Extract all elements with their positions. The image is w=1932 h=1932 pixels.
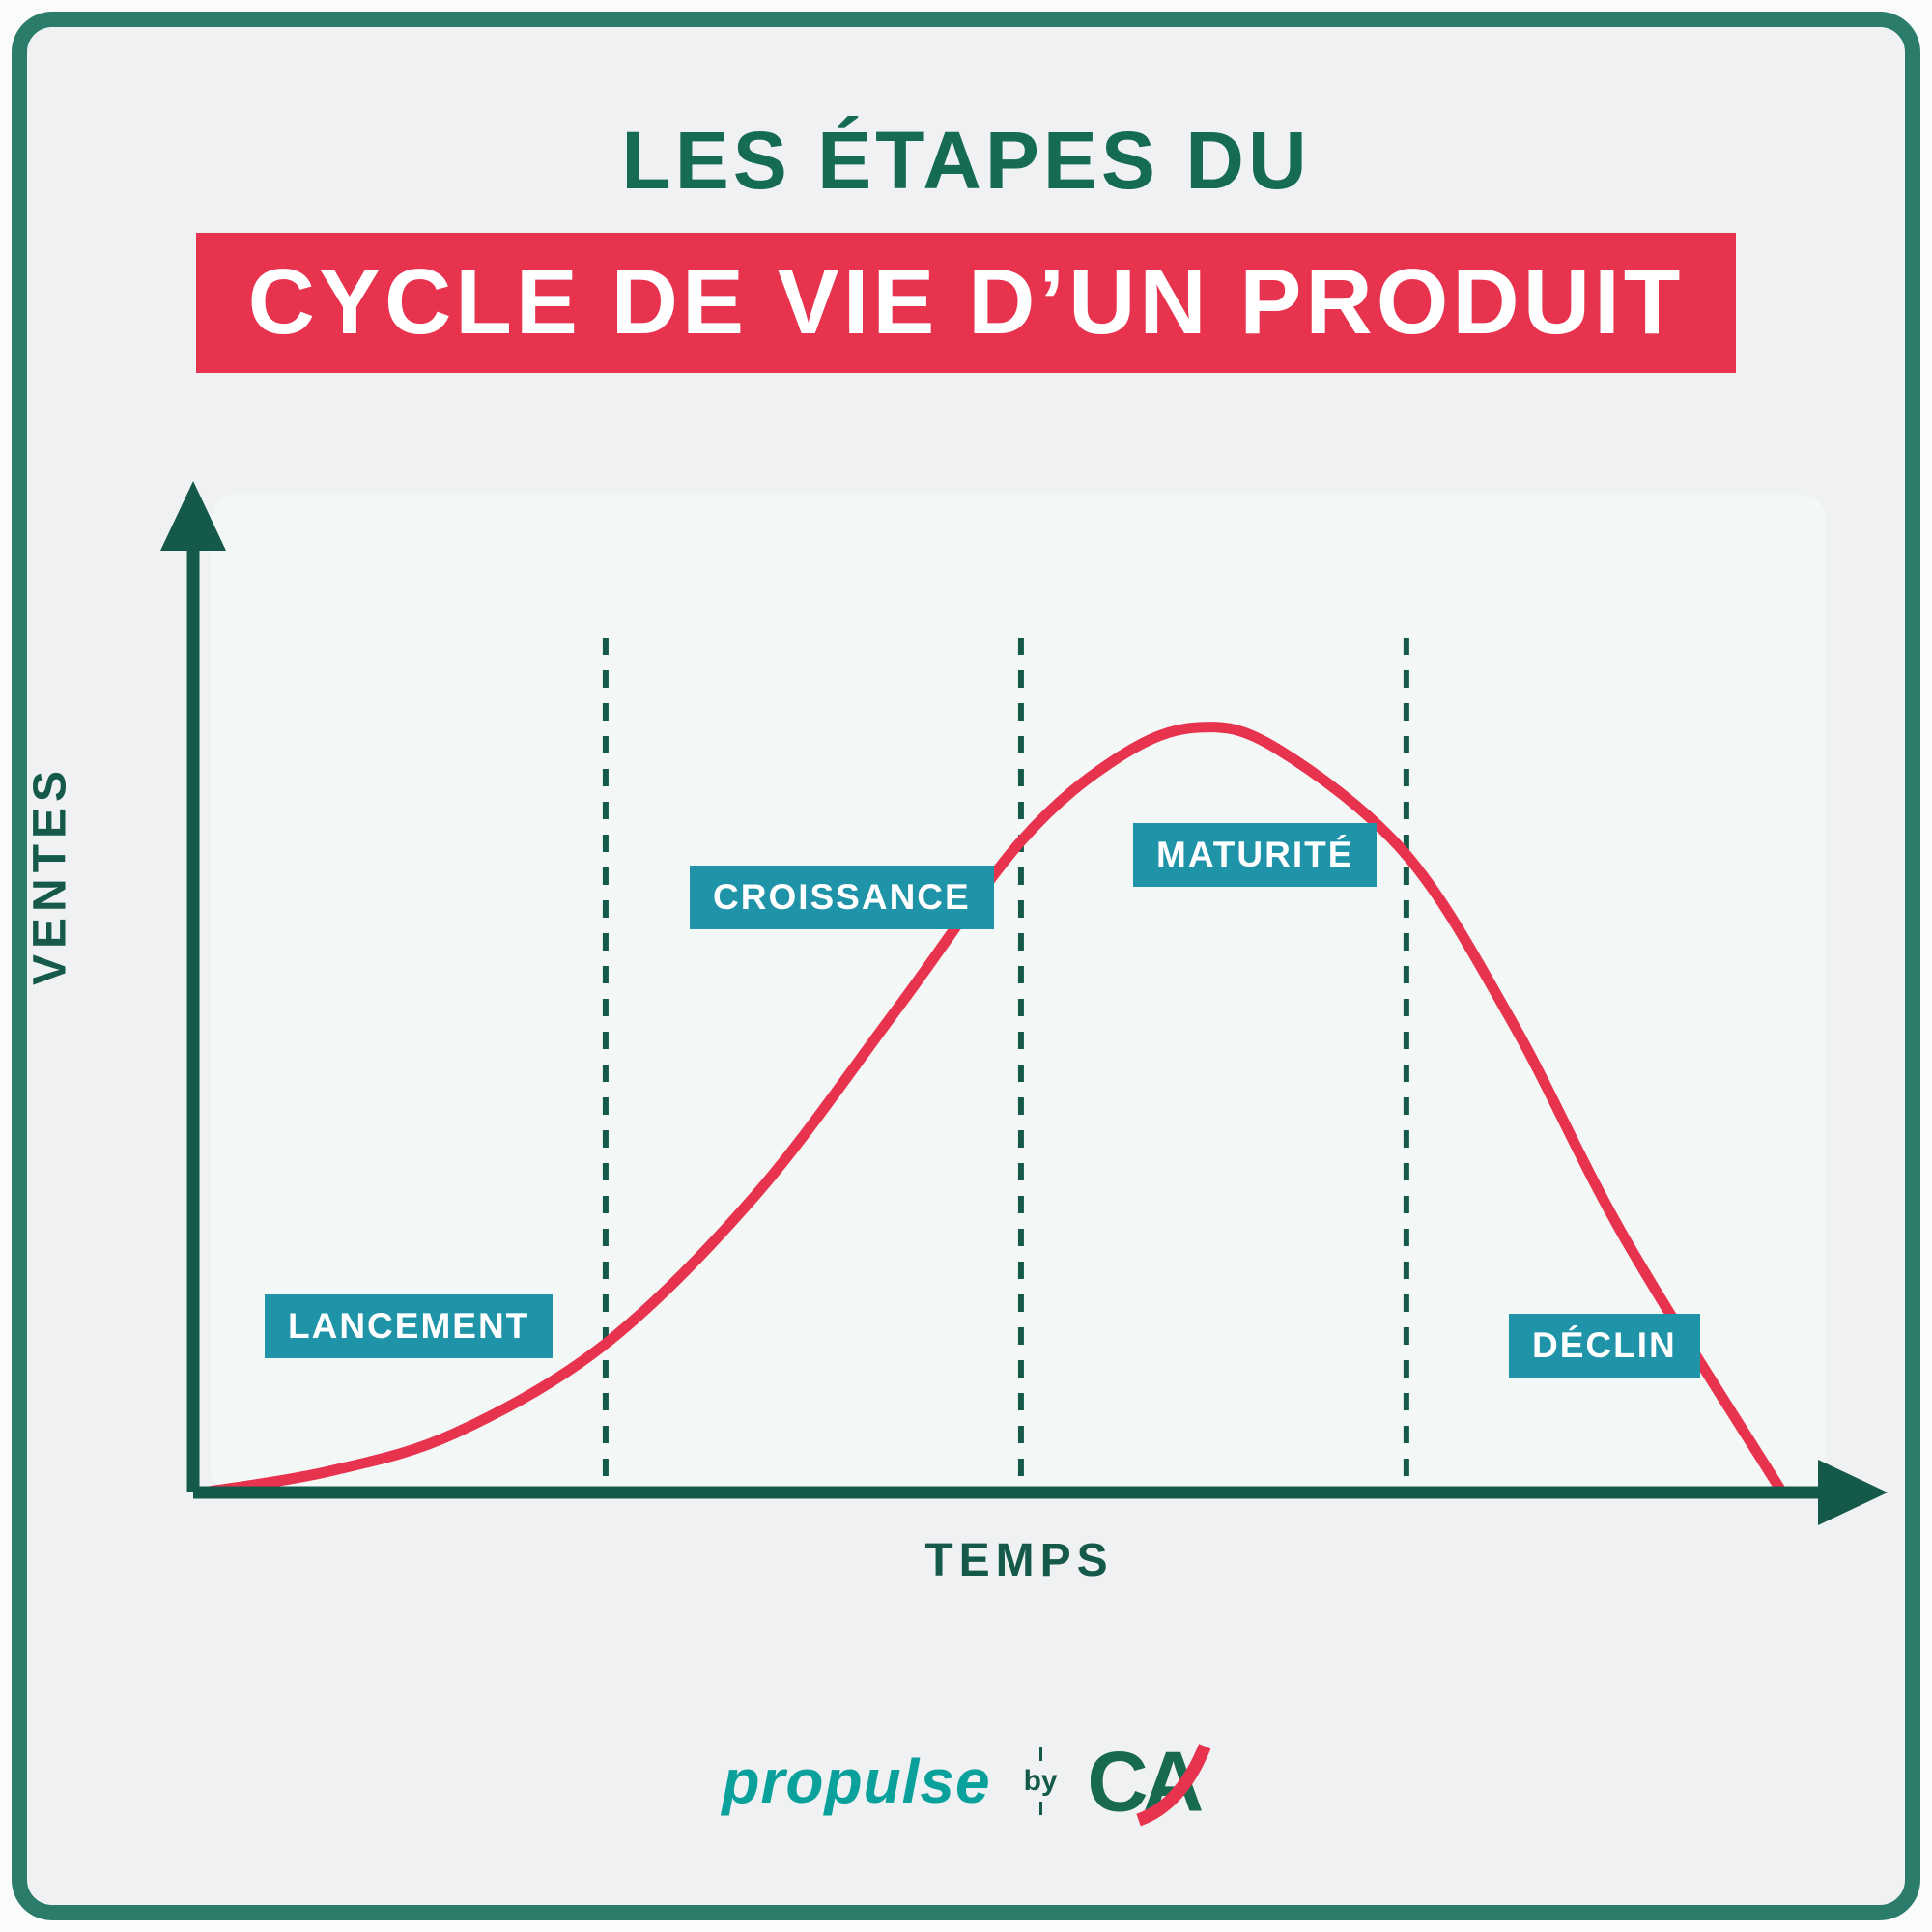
footer-brand: pro pulse by CA <box>0 1735 1932 1828</box>
x-axis-label: TEMPS <box>924 1535 1114 1586</box>
by-separator: by <box>1024 1747 1058 1815</box>
ca-logo-red-stripe <box>1135 1744 1210 1827</box>
title-banner: CYCLE DE VIE D’UN PRODUIT <box>195 233 1737 373</box>
propulse-logo: pro pulse <box>722 1746 990 1817</box>
by-bottom-bar <box>1038 1802 1042 1815</box>
credit-agricole-logo-icon: CA <box>1091 1735 1210 1828</box>
phase-label-croissance: CROISSANCE <box>690 866 994 929</box>
y-axis-label: VENTES <box>24 764 76 985</box>
title-block: LES ÉTAPES DU CYCLE DE VIE D’UN PRODUIT <box>0 114 1932 373</box>
by-label: by <box>1023 1765 1058 1797</box>
phase-label-maturite: MATURITÉ <box>1133 823 1378 887</box>
propulse-logo-pro: pro <box>722 1747 825 1816</box>
phase-label-lancement: LANCEMENT <box>265 1294 554 1358</box>
by-top-bar <box>1038 1747 1042 1761</box>
phase-label-declin: DÉCLIN <box>1509 1314 1700 1378</box>
page-title: LES ÉTAPES DU <box>621 115 1311 206</box>
propulse-logo-pulse: pulse <box>824 1747 991 1816</box>
